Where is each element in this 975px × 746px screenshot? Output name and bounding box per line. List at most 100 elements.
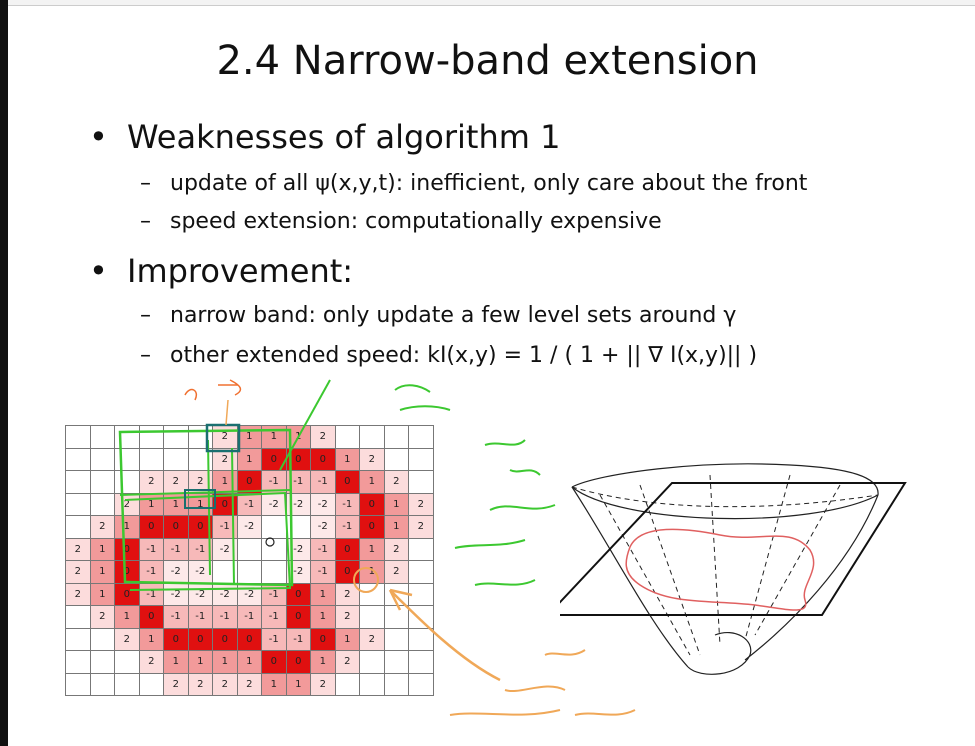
grid-cell (408, 447, 434, 471)
grid-cell (261, 537, 287, 561)
grid-cell: 0 (236, 627, 262, 651)
grid-cell: 0 (285, 582, 311, 606)
grid-cell: 0 (187, 515, 213, 539)
grid-cell: -1 (212, 605, 238, 629)
grid-cell: 2 (359, 627, 385, 651)
grid-cell: -1 (138, 537, 164, 561)
grid-cell: 1 (89, 560, 115, 584)
grid-cell: 1 (261, 672, 287, 696)
grid-cell: -2 (212, 537, 238, 561)
grid-cell: 2 (383, 560, 409, 584)
grid-cell (359, 672, 385, 696)
grid-cell (89, 650, 115, 674)
grid-cell: 1 (285, 672, 311, 696)
dash-marker: – (140, 303, 151, 328)
grid-cell (261, 515, 287, 539)
grid-row: 2 1 0 0 0 0 -1 -1 0 1 2 (65, 627, 434, 651)
grid-cell: -2 (310, 492, 336, 516)
grid-cell: 1 (114, 605, 140, 629)
slide-title: 2.4 Narrow-band extension (216, 38, 759, 84)
bullet-dot: • (89, 252, 108, 290)
level-set-surface-diagram (560, 463, 907, 675)
grid-cell (359, 650, 385, 674)
grid-cell (383, 650, 409, 674)
grid-cell (138, 672, 164, 696)
grid-cell: 0 (114, 537, 140, 561)
grid-cell: -1 (138, 582, 164, 606)
grid-cell (89, 672, 115, 696)
grid-cell: 1 (310, 605, 336, 629)
bullet-heading: Improvement: (127, 252, 354, 290)
grid-cell: 2 (163, 672, 189, 696)
grid-cell (163, 447, 189, 471)
grid-cell: 1 (359, 470, 385, 494)
grid-cell: 2 (383, 470, 409, 494)
grid-cell: 2 (89, 515, 115, 539)
grid-cell: -1 (187, 605, 213, 629)
grid-row: 2 1 0 -1 -2 -2 -2 -2 -1 0 1 2 (65, 582, 434, 606)
grid-cell (65, 425, 91, 449)
grid-cell (383, 425, 409, 449)
grid-cell: 1 (114, 515, 140, 539)
grid-cell (65, 605, 91, 629)
grid-cell (408, 425, 434, 449)
sub-bullet-text: update of all ψ(x,y,t): inefficient, onl… (170, 171, 808, 196)
grid-cell (383, 605, 409, 629)
grid-cell: 1 (310, 650, 336, 674)
grid-row: 2 2 2 1 0 -1 -1 -1 0 1 2 (65, 470, 434, 494)
grid-cell: -1 (261, 605, 287, 629)
grid-cell (65, 470, 91, 494)
grid-cell (359, 425, 385, 449)
grid-row: 2 1 1 1 0 -1 -2 -2 -2 -1 0 1 2 (65, 492, 434, 516)
grid-row: 2 1 0 -1 -2 -2 -2 -1 0 1 2 (65, 560, 434, 584)
grid-cell: 0 (310, 627, 336, 651)
level-set-grid: 2 1 1 1 2 2 1 0 0 0 1 2 2 2 2 1 0 -1 -1 -1 0 1 2 2 1 1 1 0 -1 -2 -2 -2-… (65, 425, 434, 696)
grid-cell (334, 425, 360, 449)
sub-bullet: – update of all ψ(x,y,t): inefficient, o… (140, 171, 808, 196)
grid-cell: 0 (359, 492, 385, 516)
grid-cell: 0 (138, 515, 164, 539)
bullet-improvement: • Improvement: (89, 252, 354, 290)
grid-cell: -1 (334, 492, 360, 516)
grid-cell: -2 (236, 515, 262, 539)
grid-cell: 1 (383, 515, 409, 539)
grid-cell: 2 (212, 672, 238, 696)
grid-cell: -2 (163, 560, 189, 584)
grid-cell: 2 (310, 425, 336, 449)
grid-cell: 1 (89, 582, 115, 606)
grid-cell (89, 492, 115, 516)
grid-cell: 0 (261, 447, 287, 471)
sub-bullet: – speed extension: computationally expen… (140, 209, 662, 234)
grid-cell (334, 672, 360, 696)
grid-cell: -1 (236, 492, 262, 516)
grid-cell: 2 (65, 582, 91, 606)
grid-cell: 0 (138, 605, 164, 629)
grid-cell: 2 (236, 672, 262, 696)
grid-cell: -1 (212, 515, 238, 539)
bullet-weaknesses: • Weaknesses of algorithm 1 (89, 118, 561, 156)
grid-cell (383, 447, 409, 471)
grid-cell (65, 492, 91, 516)
grid-cell (65, 672, 91, 696)
grid-cell: 1 (187, 650, 213, 674)
grid-cell: 0 (285, 605, 311, 629)
grid-cell (114, 650, 140, 674)
sub-bullet: – other extended speed: kI(x,y) = 1 / ( … (140, 343, 757, 368)
grid-cell: 2 (334, 582, 360, 606)
grid-cell: 0 (212, 492, 238, 516)
grid-cell (408, 605, 434, 629)
grid-cell (408, 537, 434, 561)
bullet-heading: Weaknesses of algorithm 1 (127, 118, 561, 156)
grid-cell: -1 (261, 627, 287, 651)
dash-marker: – (140, 171, 151, 196)
grid-cell (89, 470, 115, 494)
grid-cell (212, 560, 238, 584)
grid-row: 2 1 0 -1 -1 -1 -1 -1 0 1 2 (65, 605, 434, 629)
grid-cell: 2 (114, 627, 140, 651)
grid-cell: 2 (65, 537, 91, 561)
grid-cell (65, 447, 91, 471)
dash-marker: – (140, 343, 151, 368)
grid-cell (408, 627, 434, 651)
